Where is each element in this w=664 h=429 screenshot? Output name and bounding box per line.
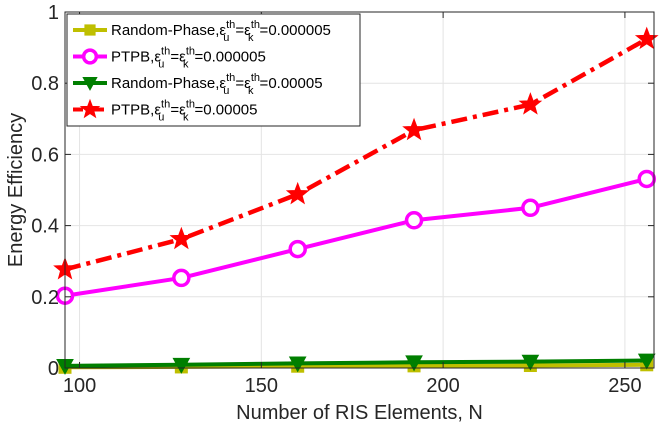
- legend-equals: =: [260, 22, 269, 39]
- legend-value: 0.00005: [203, 102, 257, 119]
- data-point: [634, 26, 659, 50]
- ticks: 0 0.2 0.4 0.6 0.8 1 100 150 200 250: [31, 2, 654, 397]
- data-point: [521, 354, 540, 371]
- legend-prefix: Random-Phase,: [111, 75, 219, 92]
- legend-entry: PTPB,εth u =εth k =0.00005: [73, 99, 258, 124]
- legend-subscript: u: [223, 85, 229, 97]
- legend-value: 0.000005: [268, 22, 331, 39]
- y-tick-label: 0.6: [31, 144, 59, 166]
- legend-superscript: th: [226, 72, 235, 84]
- data-point: [169, 226, 194, 250]
- legend-subscript: k: [248, 85, 254, 97]
- legend-superscript: th: [186, 46, 195, 58]
- legend-equals: =ε: [170, 102, 186, 119]
- x-axis-label: Number of RIS Elements, N: [236, 402, 483, 424]
- legend-subscript: u: [158, 59, 164, 71]
- legend-prefix: PTPB,: [111, 49, 154, 66]
- legend-entry: PTPB,εth u =εth k =0.000005: [73, 46, 266, 71]
- legend-marker: [79, 98, 101, 119]
- data-point: [637, 353, 656, 370]
- legend-equals: =: [260, 75, 269, 92]
- data-point: [521, 198, 540, 218]
- legend-marker: [81, 48, 99, 65]
- legend-equals: =: [195, 102, 204, 119]
- legend-epsilon: ε: [219, 22, 226, 39]
- legend-value: 0.000005: [203, 49, 266, 66]
- legend-subscript: u: [158, 112, 164, 124]
- series-line: [64, 177, 648, 298]
- legend-marker: [84, 24, 96, 36]
- legend-equals: =: [195, 49, 204, 66]
- data-point: [172, 268, 191, 288]
- y-tick-label: 0: [48, 358, 59, 380]
- legend-equals: =ε: [235, 75, 251, 92]
- data-point: [402, 117, 426, 141]
- series-line: [64, 358, 647, 368]
- legend-label: Random-Phase,εth u =εth k =0.00005: [111, 72, 323, 97]
- legend-superscript: th: [251, 19, 260, 31]
- legend-label: Random-Phase,εth u =εth k =0.000005: [111, 19, 331, 44]
- legend-value: 0.00005: [268, 75, 322, 92]
- x-tick-label: 200: [426, 375, 459, 397]
- legend-equals: =ε: [170, 49, 186, 66]
- series-line: [64, 362, 647, 370]
- legend-entry: Random-Phase,εth u =εth k =0.00005: [73, 72, 323, 97]
- x-tick-label: 100: [63, 375, 96, 397]
- y-tick-label: 0.2: [31, 287, 59, 309]
- y-tick-label: 1: [48, 2, 59, 24]
- plot-frame: [64, 11, 655, 369]
- y-tick-label: 0.4: [31, 216, 59, 238]
- legend-superscript: th: [226, 19, 235, 31]
- data-point: [404, 211, 424, 230]
- legend-subscript: k: [183, 112, 189, 124]
- legend-marker: [82, 77, 98, 91]
- series-layer: [53, 26, 659, 375]
- y-axis-label: Energy Efficiency: [5, 113, 27, 267]
- legend-subscript: u: [223, 32, 229, 44]
- legend-box: [66, 13, 361, 127]
- data-point: [172, 357, 191, 374]
- data-point: [637, 169, 656, 189]
- legend-epsilon: ε: [154, 102, 161, 119]
- data-point: [288, 356, 307, 373]
- legend-prefix: Random-Phase,: [111, 22, 219, 39]
- data-point: [288, 239, 307, 259]
- legend-label: PTPB,εth u =εth k =0.00005: [111, 99, 258, 124]
- legend-label: PTPB,εth u =εth k =0.000005: [111, 46, 266, 71]
- series-line: [64, 37, 648, 272]
- legend-epsilon: ε: [219, 75, 226, 92]
- data-point: [285, 181, 310, 205]
- legend-superscript: th: [251, 72, 260, 84]
- legend-subscript: k: [248, 32, 254, 44]
- legend-subscript: k: [183, 59, 189, 71]
- legend-superscript: th: [186, 99, 195, 111]
- legend-superscript: th: [161, 46, 170, 58]
- x-tick-label: 250: [608, 375, 641, 397]
- legend-equals: =ε: [235, 22, 251, 39]
- legend-entry: Random-Phase,εth u =εth k =0.000005: [73, 19, 331, 44]
- legend-epsilon: ε: [154, 49, 161, 66]
- x-tick-label: 150: [245, 375, 278, 397]
- legend-superscript: th: [161, 99, 170, 111]
- data-point: [518, 92, 543, 115]
- series-1: [55, 169, 656, 305]
- data-point: [405, 355, 423, 372]
- legend-prefix: PTPB,: [111, 102, 154, 119]
- y-tick-label: 0.8: [31, 73, 59, 95]
